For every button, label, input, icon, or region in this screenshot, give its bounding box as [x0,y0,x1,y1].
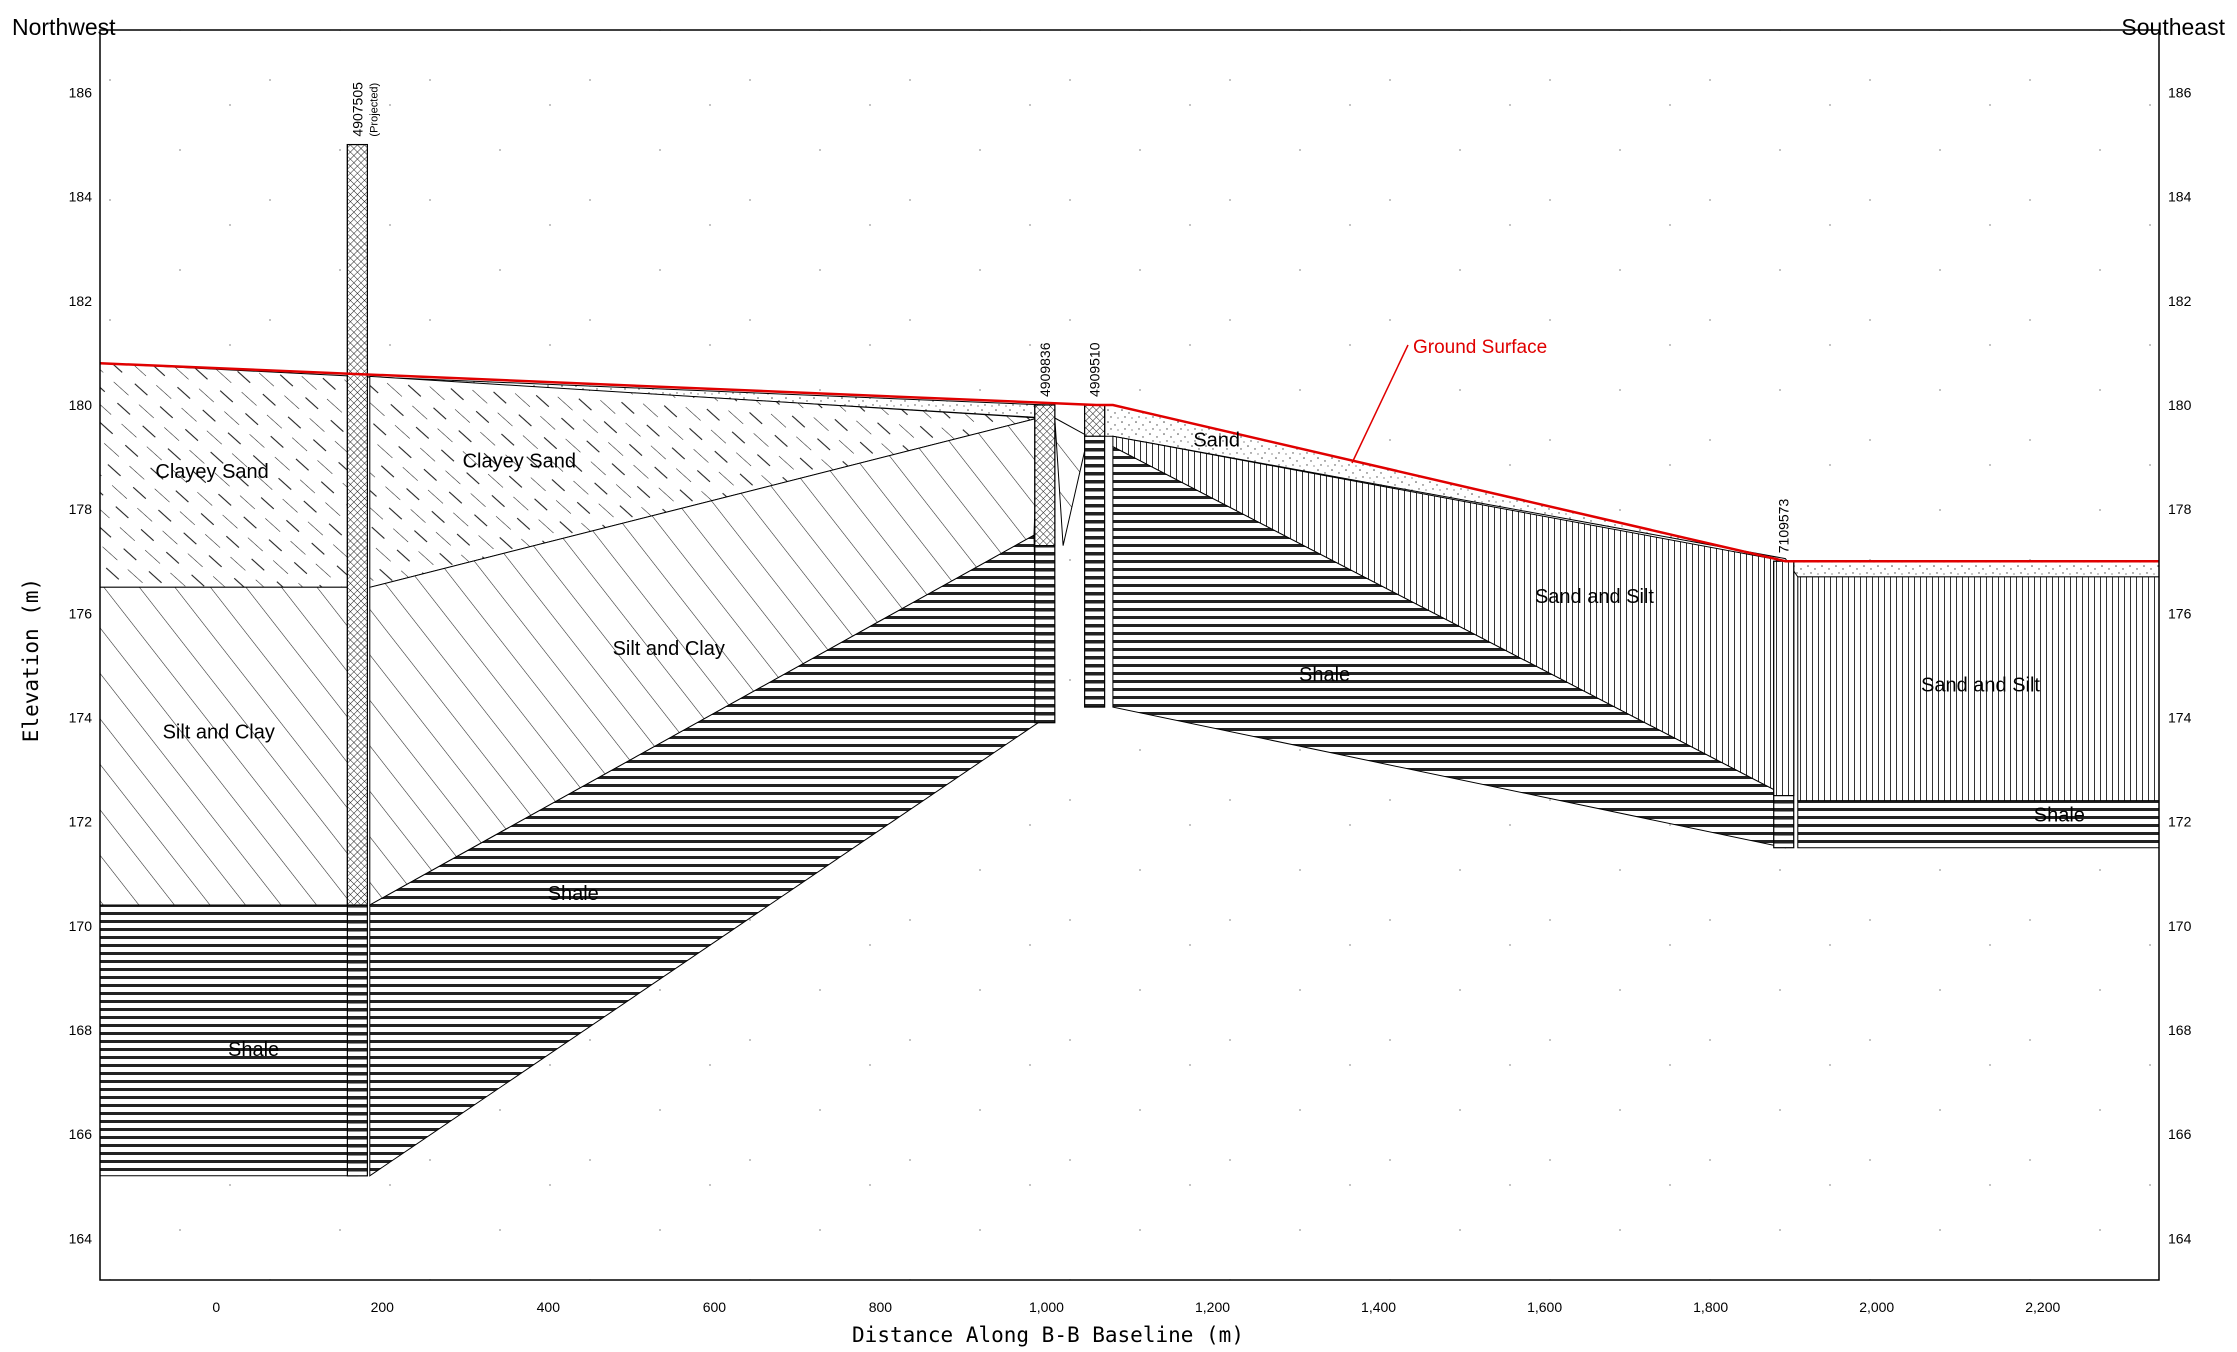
well-overburden [1773,560,1795,797]
direction-northwest: Northwest [12,14,116,40]
well-4909836: 4909836 [1034,342,1056,724]
y-tick-label-left: 186 [69,85,93,101]
wells: 4907505 (Projected) 4909836 4909510 7109573 [346,82,1795,1177]
unit-label-silt-and-clay: Silt and Clay [163,721,275,743]
well-id-label: 4909510 [1087,342,1103,397]
plot-frame [99,29,2160,1281]
y-tick-label-right: 170 [2168,918,2192,934]
x-tick-label: 1,600 [1527,1299,1562,1315]
y-tick-label-left: 180 [69,397,93,413]
unit-label-sand-and-silt: Sand and Silt [1535,586,1654,608]
well-id-label: 4907505 [349,82,365,137]
unit-silt-clay-sliver-polygon [1054,417,1089,546]
well-note-label: (Projected) [368,83,380,137]
well-id-label: 4909836 [1037,342,1053,397]
well-4907505: 4907505 (Projected) [346,82,380,1177]
well-4909510: 4909510 [1084,342,1106,708]
well-7109573: 7109573 [1773,499,1795,849]
unit-label-sand: Sand [1193,430,1240,452]
y-tick-label-right: 166 [2168,1126,2192,1142]
y-tick-label-left: 172 [69,814,93,830]
unit-label-clayey-sand: Clayey Sand [463,451,576,473]
well-id-label: 7109573 [1776,499,1792,554]
ground-surface-label: Ground Surface [1413,337,1547,358]
x-tick-label: 600 [703,1299,727,1315]
y-tick-label-left: 168 [69,1022,93,1038]
y-tick-label-left: 176 [69,605,93,621]
y-tick-label-left: 170 [69,918,93,934]
unit-label-shale: Shale [2034,805,2085,827]
geologic-units [99,362,2160,1177]
x-tick-label: 400 [537,1299,561,1315]
y-tick-label-right: 178 [2168,501,2192,517]
y-tick-label-right: 182 [2168,293,2192,309]
y-tick-label-left: 182 [69,293,93,309]
unit-label-shale: Shale [548,883,599,905]
x-axis-title: Distance Along B-B Baseline (m) [852,1323,1244,1347]
x-tick-label: 2,000 [1859,1299,1894,1315]
x-tick-label: 200 [371,1299,395,1315]
x-axis-ticks: 0 200 400 600 800 1,000 1,200 1,400 1,600 1,800 2,… [212,1299,2060,1315]
y-tick-label-right: 176 [2168,605,2192,621]
x-tick-label: 0 [212,1299,220,1315]
unit-label-sand-and-silt: Sand and Silt [1921,674,2040,696]
y-tick-label-left: 166 [69,1126,93,1142]
y-tick-label-right: 174 [2168,710,2192,726]
y-tick-label-left: 164 [69,1230,93,1246]
x-tick-label: 800 [869,1299,893,1315]
well-column [1084,404,1106,708]
well-overburden-crosshatch [1034,405,1055,546]
unit-labels: Clayey Sand Clayey Sand Silt and Clay Silt … [155,430,2085,1061]
y-tick-label-right: 168 [2168,1022,2192,1038]
y-axis-ticks-right: 164 166 168 170 172 174 176 178 180 182 184 186 [2168,85,2192,1247]
x-tick-label: 1,800 [1693,1299,1728,1315]
y-tick-label-right: 186 [2168,85,2192,101]
y-tick-label-right: 172 [2168,814,2192,830]
ground-surface-leader [1351,344,1409,464]
y-axis-title: Elevation (m) [19,578,43,742]
well-overburden-crosshatch [1084,405,1105,437]
y-tick-label-right: 184 [2168,189,2192,205]
direction-southeast: Southeast [2121,14,2225,40]
y-tick-label-right: 164 [2168,1230,2192,1246]
unit-silt-and-clay-left-polygon [99,586,358,906]
x-tick-label: 1,200 [1195,1299,1230,1315]
unit-label-shale: Shale [1299,664,1350,686]
well-overburden-crosshatch [347,144,368,906]
ground-surface-line [99,362,2159,563]
y-tick-label-left: 174 [69,710,93,726]
y-tick-label-left: 178 [69,501,93,517]
y-tick-label-left: 184 [69,189,93,205]
unit-shale-right-polygon [1797,800,2160,849]
x-tick-label: 2,200 [2025,1299,2060,1315]
x-tick-label: 1,000 [1029,1299,1064,1315]
unit-label-silt-and-clay: Silt and Clay [613,638,725,660]
y-tick-label-right: 180 [2168,397,2192,413]
y-axis-ticks-left: 164 166 168 170 172 174 176 178 180 182 184 186 [69,85,93,1247]
x-tick-label: 1,400 [1361,1299,1396,1315]
unit-label-clayey-sand: Clayey Sand [155,461,268,483]
unit-label-shale: Shale [228,1039,279,1061]
